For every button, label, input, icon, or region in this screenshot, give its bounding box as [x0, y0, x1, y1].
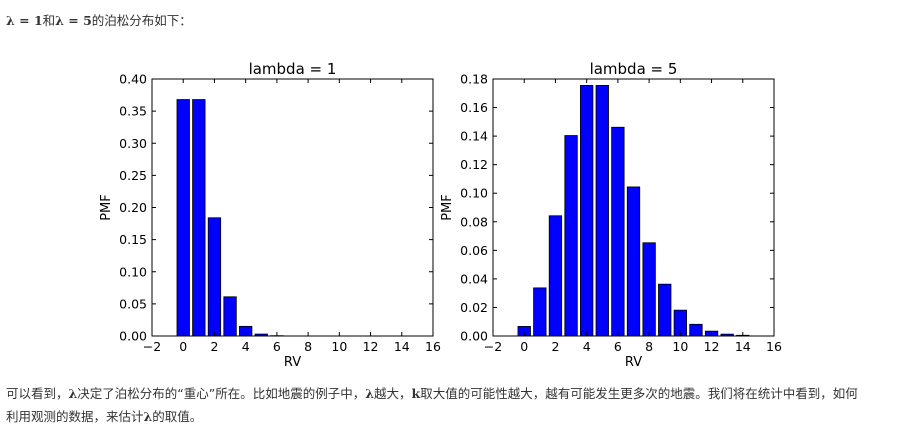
- x-tick-label: 8: [645, 339, 653, 354]
- chart-title: lambda = 1: [249, 60, 337, 78]
- body-text: 可以看到，: [6, 386, 69, 401]
- x-tick-label: 8: [304, 339, 312, 354]
- lambda-symbol: λ: [55, 13, 64, 28]
- poisson-figure: −2 0 2 4 6 8 10 12 14 16 0.00 0.05 0.10 0.15 0.20 0.25 0…: [99, 60, 782, 367]
- lambda-symbol: λ: [68, 386, 78, 401]
- lambda-value-5: = 5: [63, 13, 92, 28]
- bar: [611, 126, 625, 337]
- bar: [207, 217, 222, 337]
- x-tick-label: 0: [520, 339, 528, 354]
- x-tick-label: 2: [551, 339, 559, 354]
- intro-and: 和: [42, 13, 56, 28]
- bar: [176, 99, 190, 337]
- bar: [626, 186, 641, 337]
- x-tick-label: 12: [363, 339, 379, 354]
- y-tick-label: 0.05: [119, 296, 147, 311]
- x-tick-label: 4: [583, 339, 591, 354]
- body-text: 的取值。: [152, 409, 203, 424]
- lambda-symbol: λ: [365, 386, 374, 401]
- x-tick-label: 14: [394, 339, 410, 354]
- body-text: 取大值的可能性越大，越有可能发生更多次的地震。我们将在统计中看到，如何: [420, 386, 858, 401]
- bar: [533, 287, 547, 337]
- body-text: 越大，: [374, 386, 412, 401]
- body-paragraph-line-1: 可以看到，λ决定了泊松分布的“重心”所在。比如地震的例子中，λ越大，k取大值的可…: [6, 383, 858, 402]
- chart-lambda-1: −2 0 2 4 6 8 10 12 14 16 0.00 0.05 0.10 0.15 0.20 0.25 0…: [99, 60, 441, 367]
- body-text: 决定了泊松分布的“重心”所在。比如地震的例子中，: [77, 386, 366, 401]
- y-tick-label: 0.10: [460, 186, 488, 201]
- x-tick-label: 4: [242, 339, 250, 354]
- y-tick-label: 0.14: [460, 129, 488, 144]
- x-tick-label: −2: [484, 339, 502, 354]
- y-tick-label: 0.08: [460, 214, 488, 229]
- x-axis-label: RV: [284, 355, 301, 367]
- y-tick-label: 0.30: [119, 136, 147, 151]
- y-axis-label: PMF: [99, 194, 114, 221]
- x-axis-label: RV: [625, 355, 642, 367]
- y-tick-label: 0.12: [460, 157, 488, 172]
- y-tick-label: 0.18: [460, 72, 488, 87]
- bar: [580, 85, 594, 337]
- y-tick-label: 0.00: [119, 329, 147, 344]
- y-tick-label: 0.20: [119, 200, 147, 215]
- bar: [689, 323, 703, 337]
- chart-title: lambda = 5: [590, 60, 678, 78]
- intro-text: λ = 1和λ = 5的泊松分布如下：: [6, 10, 192, 29]
- x-tick-label: 16: [766, 339, 782, 354]
- chart-lambda-5: −2 0 2 4 6 8 10 12 14 16 0.00 0.02 0.04 0.06 0.08 0.10 0…: [440, 60, 782, 367]
- x-tick-label: 2: [210, 339, 218, 354]
- x-tick-label: 0: [179, 339, 187, 354]
- y-tick-label: 0.04: [460, 271, 488, 286]
- bar: [548, 215, 563, 337]
- y-axis-label: PMF: [440, 194, 455, 221]
- x-tick-label: 6: [614, 339, 622, 354]
- y-tick-label: 0.25: [119, 168, 147, 183]
- bar: [223, 296, 237, 337]
- x-tick-label: 10: [331, 339, 347, 354]
- bar: [564, 135, 578, 337]
- y-tick-label: 0.10: [119, 264, 147, 279]
- k-symbol: k: [411, 386, 421, 401]
- x-tick-label: 14: [735, 339, 751, 354]
- y-tick-label: 0.02: [460, 300, 488, 315]
- x-tick-label: 6: [273, 339, 281, 354]
- x-tick-label: −2: [143, 339, 161, 354]
- x-tick-label: 10: [672, 339, 688, 354]
- y-tick-label: 0.06: [460, 243, 488, 258]
- bar: [192, 99, 206, 337]
- y-tick-label: 0.00: [460, 329, 488, 344]
- bar: [658, 283, 672, 337]
- intro-rest: 的泊松分布如下：: [91, 13, 192, 28]
- x-tick-label: 12: [704, 339, 720, 354]
- bar: [642, 242, 656, 337]
- body-paragraph-line-2: 利用观测的数据，来估计λ的取值。: [6, 406, 202, 425]
- y-tick-label: 0.35: [119, 104, 147, 119]
- bar: [595, 85, 609, 337]
- y-tick-label: 0.16: [460, 100, 488, 115]
- body-text: 利用观测的数据，来估计: [6, 409, 144, 424]
- lambda-symbol: λ: [6, 13, 15, 28]
- lambda-value-1: = 1: [14, 13, 43, 28]
- y-tick-label: 0.15: [119, 232, 147, 247]
- y-tick-label: 0.40: [119, 72, 147, 87]
- axes-frame: [492, 78, 775, 337]
- lambda-symbol: λ: [143, 409, 153, 424]
- x-tick-label: 16: [425, 339, 441, 354]
